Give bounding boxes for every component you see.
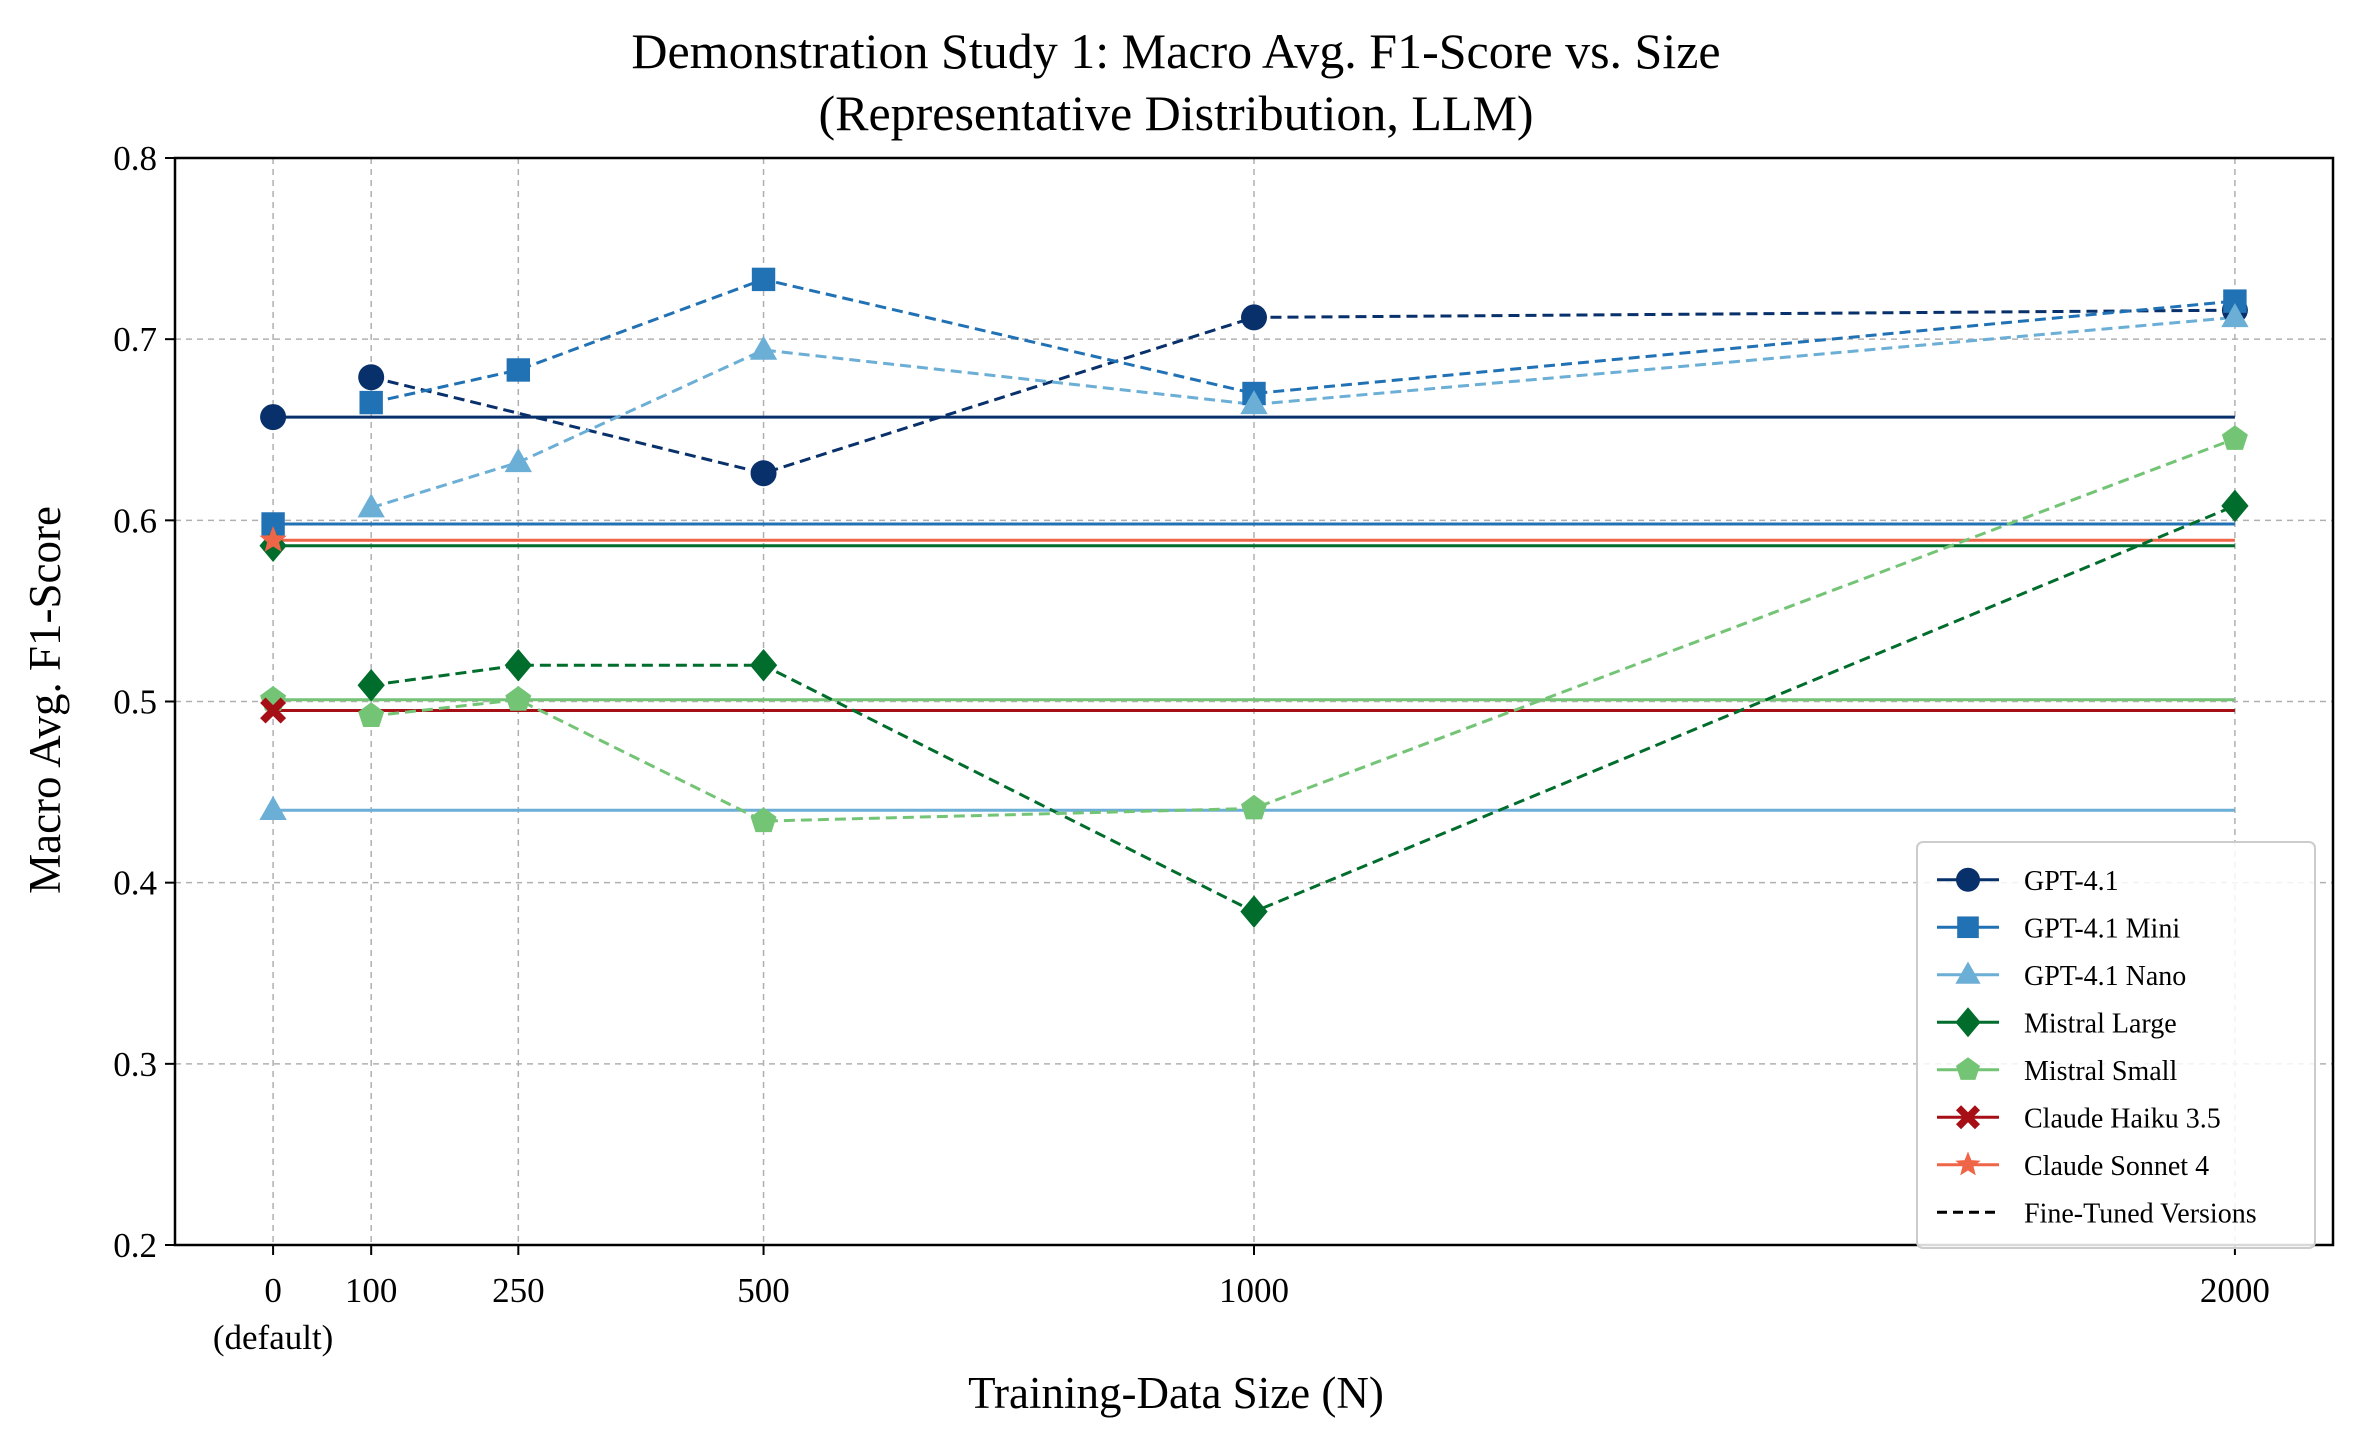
y-tick-label: 0.7 <box>113 320 157 359</box>
gpt-4-1-nano-fine-tuned-point <box>357 493 385 518</box>
mistral-small-fine-tuned-point <box>2221 425 2248 450</box>
mistral-large-fine-tuned-point <box>1240 895 1268 928</box>
y-tick-label: 0.6 <box>113 501 157 540</box>
gpt-4-1-fine-tuned-point <box>750 460 777 487</box>
mistral-large-fine-tuned-point <box>357 668 385 702</box>
legend-box <box>1916 841 2316 1249</box>
y-axis-label: Macro Avg. F1-Score <box>20 506 70 894</box>
gpt-4-1-mini-fine-tuned-point <box>359 390 383 415</box>
gpt-4-1-baseline-point <box>260 404 287 431</box>
claude-sonnet-4-legend-marker <box>1955 1151 1981 1176</box>
x-tick-label: 100 <box>345 1271 398 1310</box>
y-axis-ticks: 0.2 0.3 0.4 0.5 0.6 0.7 0.8 <box>113 139 175 1265</box>
gpt-4-1-fine-tuned-point <box>1241 304 1267 331</box>
mistral-small-fine-tuned-point <box>358 702 385 727</box>
gpt-4-1-mini-legend-marker <box>1957 916 1979 939</box>
gpt-4-1-nano-fine-tuned-line <box>370 315 2236 510</box>
gpt-4-1-nano-legend-label: GPT-4.1 Nano <box>2024 961 2186 992</box>
mistral-small-fine-tuned-point <box>1241 794 1267 820</box>
mistral-large-legend-marker <box>1955 1007 1981 1038</box>
gpt-4-1-nano-fine-tuned-point <box>1240 390 1268 415</box>
mistral-small-fine-tuned-line <box>371 437 2236 823</box>
mistral-small-legend-marker <box>1956 1057 1980 1080</box>
mistral-large-fine-tuned-point <box>2221 489 2249 523</box>
x-tick-label: 2000 <box>2200 1271 2270 1310</box>
x-tick-label: 250 <box>492 1271 545 1310</box>
gpt-4-1-fine-tuned-line <box>370 308 2235 475</box>
y-tick-label: 0.8 <box>113 139 157 178</box>
fine-tuned-lines <box>370 277 2236 914</box>
claude-haiku-3-5-legend-label: Claude Haiku 3.5 <box>2024 1103 2221 1134</box>
gpt-4-1-mini-legend-label: GPT-4.1 Mini <box>2024 913 2180 944</box>
gpt-4-1-nano-legend-marker <box>1955 961 1981 984</box>
gpt-4-1-legend-label: GPT-4.1 <box>2024 866 2119 897</box>
y-tick-label: 0.5 <box>113 683 157 722</box>
gpt-4-1-mini-fine-tuned-point <box>2223 289 2247 313</box>
gpt-4-1-fine-tuned-point <box>358 364 385 391</box>
mistral-large-legend-label: Mistral Large <box>2024 1008 2177 1039</box>
y-tick-label: 0.2 <box>113 1226 157 1265</box>
x-tick-label: 0 <box>264 1271 282 1310</box>
x-tick-sublabel: (default) <box>213 1318 333 1357</box>
x-tick-label: 1000 <box>1219 1271 1289 1310</box>
mistral-large-fine-tuned-point <box>749 649 778 682</box>
legend: GPT-4.1 GPT-4.1 Mini GPT-4.1 Nano Mistral L… <box>1916 841 2316 1249</box>
x-axis-ticks: 0 100 250 500 1000 2000 (default) <box>213 1245 2270 1357</box>
gpt-4-1-mini-fine-tuned-point <box>751 267 776 292</box>
chart-title: Demonstration Study 1: Macro Avg. F1-Sco… <box>631 23 1720 79</box>
mistral-large-fine-tuned-point <box>504 649 532 682</box>
chart-subtitle: (Representative Distribution, LLM) <box>818 85 1533 141</box>
claude-haiku-3-5-baseline-point <box>260 697 287 724</box>
gpt-4-1-nano-fine-tuned-point <box>2221 303 2249 328</box>
claude-sonnet-4-legend-label: Claude Sonnet 4 <box>2024 1151 2209 1182</box>
gpt-4-1-nano-baseline-point <box>259 795 287 820</box>
mistral-small-fine-tuned-point <box>505 686 532 711</box>
gpt-4-1-mini-fine-tuned-point <box>506 358 531 382</box>
mistral-small-fine-tuned-point <box>750 807 777 833</box>
x-axis-label: Training-Data Size (N) <box>968 1368 1384 1418</box>
y-tick-label: 0.4 <box>113 864 157 903</box>
gpt-4-1-mini-baseline-point <box>261 512 285 536</box>
y-tick-label: 0.3 <box>113 1045 157 1084</box>
data-points <box>259 267 2249 928</box>
fine-tuned-versions-legend-label: Fine-Tuned Versions <box>2024 1198 2257 1229</box>
gpt-4-1-nano-fine-tuned-point <box>504 448 532 473</box>
mistral-small-legend-label: Mistral Small <box>2024 1056 2177 1087</box>
x-tick-label: 500 <box>737 1271 790 1310</box>
claude-sonnet-4-baseline-point <box>259 526 287 552</box>
gpt-4-1-nano-fine-tuned-point <box>749 335 778 360</box>
gpt-4-1-legend-marker <box>1956 867 1980 892</box>
claude-haiku-3-5-legend-marker <box>1956 1105 1980 1130</box>
